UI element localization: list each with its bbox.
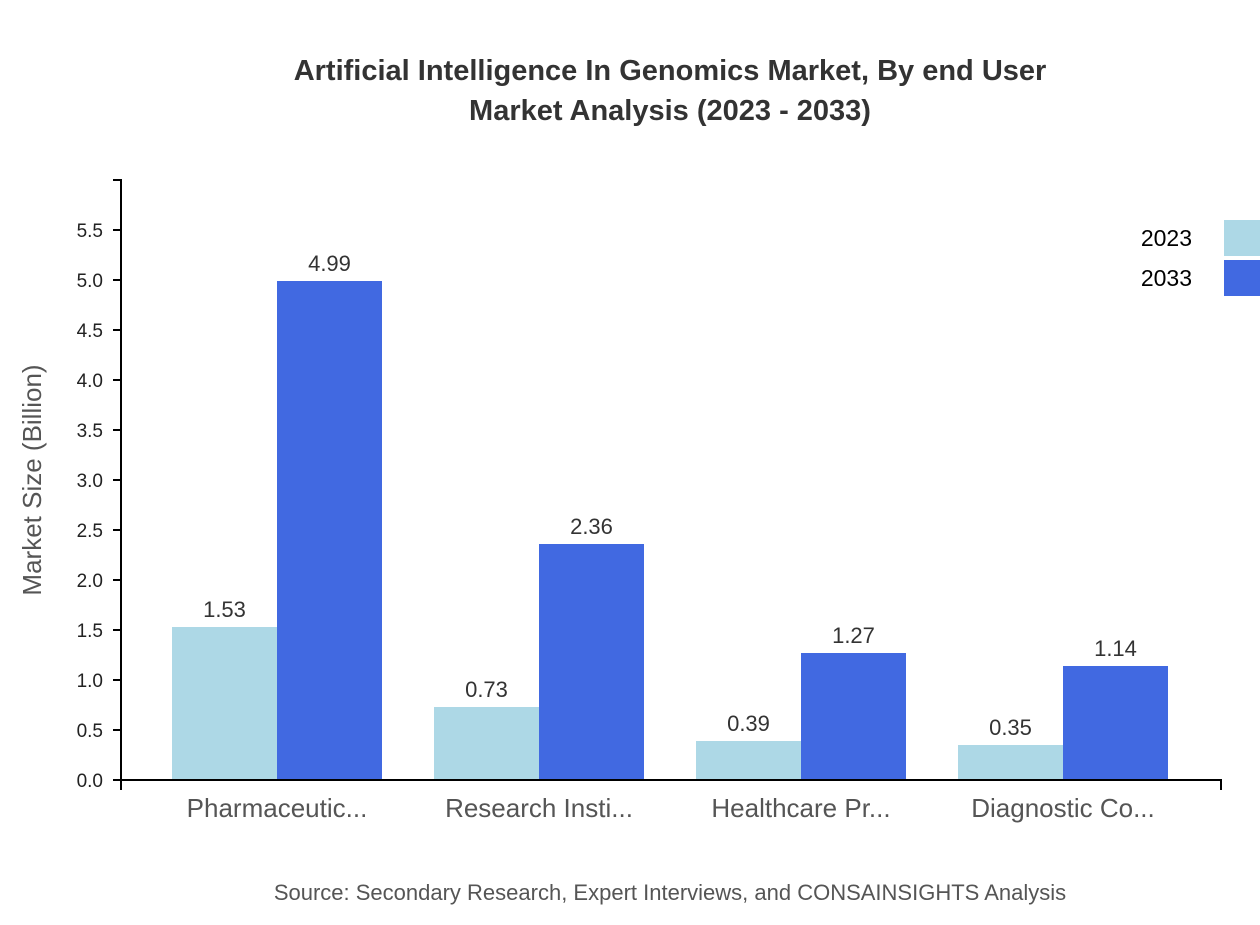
chart-title-line-2: Market Analysis (2023 - 2033) — [469, 95, 871, 127]
legend-swatch-2023 — [1224, 220, 1260, 256]
bar-2033-3 — [1063, 666, 1168, 780]
y-tick-label: 5.5 — [77, 221, 103, 242]
y-tick-label: 1.0 — [77, 671, 103, 692]
y-tick-label: 0.0 — [77, 771, 103, 792]
y-tick-label: 3.0 — [77, 471, 103, 492]
y-tick-label: 1.5 — [77, 621, 103, 642]
data-label: 2.36 — [570, 514, 613, 539]
source-note: Source: Secondary Research, Expert Inter… — [274, 880, 1066, 905]
data-label: 1.14 — [1094, 636, 1137, 661]
data-label: 0.35 — [989, 715, 1032, 740]
legend-label-2023: 2023 — [1141, 225, 1192, 251]
legend-label-2033: 2033 — [1141, 265, 1192, 291]
data-label: 0.73 — [465, 677, 508, 702]
y-tick-label: 5.0 — [77, 271, 103, 292]
x-tick-label: Pharmaceutic... — [187, 793, 368, 823]
bar-2023-1 — [434, 707, 539, 780]
data-label: 0.39 — [727, 711, 770, 736]
y-tick-label: 2.5 — [77, 521, 103, 542]
y-tick-label: 3.5 — [77, 421, 103, 442]
bar-2023-0 — [172, 627, 277, 780]
data-label: 1.27 — [832, 623, 875, 648]
x-tick-label: Healthcare Pr... — [711, 793, 890, 823]
bar-2023-3 — [958, 745, 1063, 780]
data-label: 1.53 — [203, 597, 246, 622]
bar-2033-2 — [801, 653, 906, 780]
x-tick-label: Diagnostic Co... — [971, 793, 1155, 823]
chart-title-line-1: Artificial Intelligence In Genomics Mark… — [294, 55, 1047, 87]
y-axis-label: Market Size (Billion) — [17, 364, 47, 595]
data-label: 4.99 — [308, 251, 351, 276]
bar-2033-1 — [539, 544, 644, 780]
bar-2023-2 — [696, 741, 801, 780]
y-tick-label: 4.0 — [77, 371, 103, 392]
x-tick-label: Research Insti... — [445, 793, 633, 823]
bar-2033-0 — [277, 281, 382, 780]
x-axis — [120, 779, 1222, 790]
y-tick-label: 4.5 — [77, 321, 103, 342]
legend-swatch-2033 — [1224, 260, 1260, 296]
y-tick-label: 0.5 — [77, 721, 103, 742]
y-tick-label: 2.0 — [77, 571, 103, 592]
